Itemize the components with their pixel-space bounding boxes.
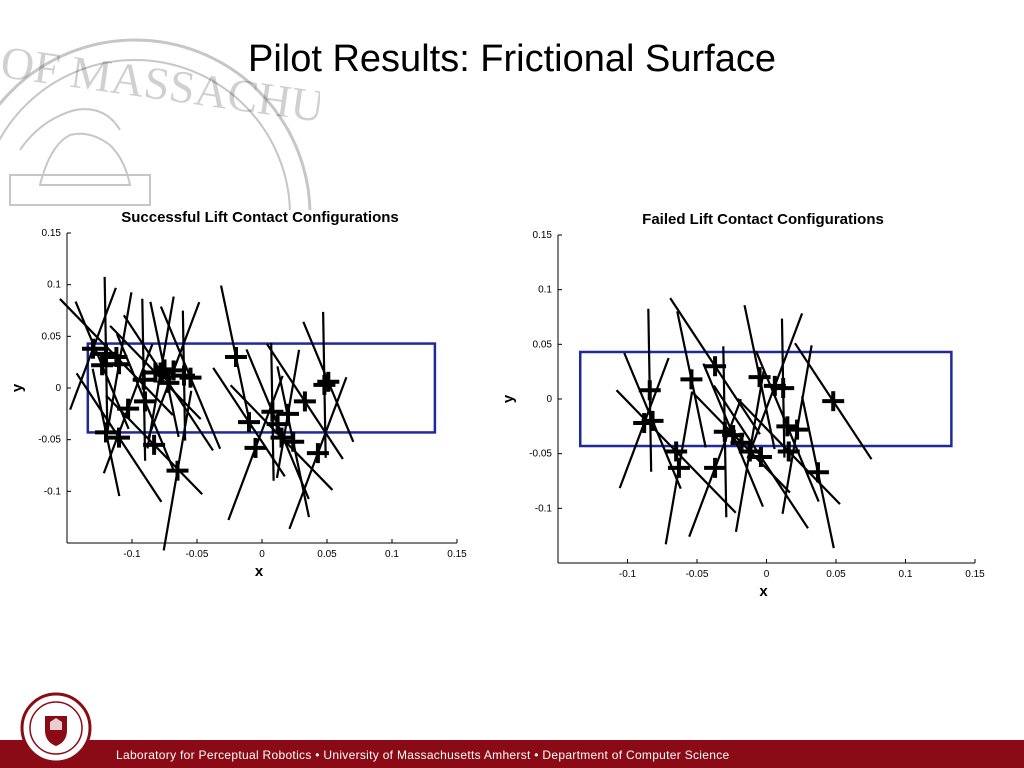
contact-point-marker <box>667 457 690 478</box>
contact-point-marker <box>665 441 688 462</box>
x-axis-label: x <box>759 583 768 600</box>
x-tick-label: 0.15 <box>965 569 985 580</box>
contact-point-marker <box>282 431 305 452</box>
y-axis-label: y <box>500 394 517 403</box>
x-tick-label: -0.1 <box>619 569 637 580</box>
footer-bar: Laboratory for Perceptual Robotics • Uni… <box>0 740 1024 768</box>
y-tick-label: -0.05 <box>38 435 61 446</box>
contact-point-marker <box>134 391 156 412</box>
contact-point-marker <box>293 391 316 412</box>
y-tick-label: 0.05 <box>533 339 553 350</box>
contact-point-marker <box>117 398 140 419</box>
umass-seal-logo <box>20 692 92 764</box>
chart-title: Successful Lift Contact Configurations <box>121 209 399 226</box>
x-tick-label: 0.1 <box>899 569 913 580</box>
y-tick-label: 0.1 <box>47 280 61 291</box>
contact-point-marker <box>244 437 267 458</box>
contact-point-marker <box>270 427 293 448</box>
contact-point-marker <box>786 419 809 440</box>
y-axis-label: y <box>9 383 26 392</box>
slide-title: Pilot Results: Frictional Surface <box>248 38 776 80</box>
contact-point-marker <box>806 462 829 483</box>
y-tick-label: 0 <box>55 383 61 394</box>
y-tick-label: -0.1 <box>44 486 62 497</box>
x-tick-label: 0.15 <box>447 549 467 560</box>
x-tick-label: 0 <box>764 569 770 580</box>
contact-point-marker <box>822 391 845 412</box>
contact-point-marker <box>166 460 189 481</box>
contact-point-marker <box>317 371 340 392</box>
contact-point-marker <box>313 374 336 395</box>
y-tick-label: 0.05 <box>42 331 62 342</box>
chart-title: Failed Lift Contact Configurations <box>642 211 884 228</box>
contact-point-marker <box>704 356 727 377</box>
x-axis-label: x <box>255 563 264 580</box>
contact-point-marker <box>95 422 117 443</box>
x-tick-label: 0.1 <box>385 549 399 560</box>
y-tick-label: -0.05 <box>529 449 552 460</box>
x-tick-label: -0.05 <box>186 549 209 560</box>
y-tick-label: 0.1 <box>538 285 552 296</box>
contact-point-marker <box>143 434 166 455</box>
y-tick-label: 0 <box>546 394 552 405</box>
y-tick-label: 0.15 <box>533 230 553 241</box>
contact-point-marker <box>638 380 661 401</box>
contact-point-marker <box>680 369 703 390</box>
chart-successful: Successful Lift Contact Configurations -0… <box>9 209 467 580</box>
umass-seal-watermark: OF MASSACHUSETTS <box>0 36 320 210</box>
contact-point-marker <box>749 446 772 467</box>
x-tick-label: 0.05 <box>826 569 846 580</box>
contact-point-marker <box>266 414 289 435</box>
contact-point-marker <box>179 367 202 388</box>
chart-failed: Failed Lift Contact Configurations -0.1 -0… <box>500 211 985 600</box>
contact-point-marker <box>225 347 247 367</box>
y-tick-label: 0.15 <box>42 228 62 239</box>
object-outline-rectangle <box>578 350 953 448</box>
x-tick-label: 0 <box>259 549 265 560</box>
x-tick-label: 0.05 <box>317 549 337 560</box>
x-tick-label: -0.05 <box>686 569 709 580</box>
contact-point-marker <box>238 412 260 433</box>
contact-point-marker <box>777 441 800 462</box>
footer-text: Laboratory for Perceptual Robotics • Uni… <box>116 748 730 762</box>
y-tick-label: -0.1 <box>535 503 553 514</box>
contact-point-marker <box>704 457 727 478</box>
contact-point-marker <box>108 354 130 375</box>
contact-point-marker <box>772 378 795 399</box>
x-tick-label: -0.1 <box>123 549 141 560</box>
contact-point-marker <box>776 416 799 437</box>
